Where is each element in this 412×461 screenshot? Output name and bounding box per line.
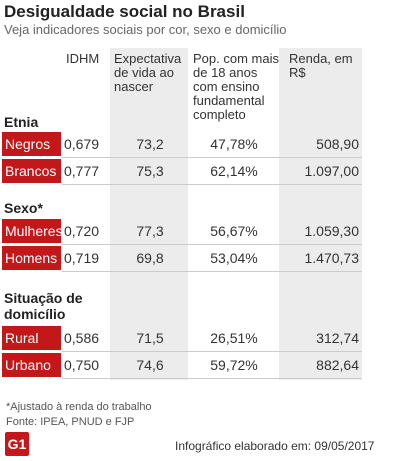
row-label: Urbano [2,353,61,377]
cell: 0,679 [64,136,100,152]
row-divider [62,271,362,272]
footnote: *Ajustado à renda do trabalho [6,401,152,413]
cell: 508,90 [316,136,359,152]
column-shade [110,48,188,380]
cell: 312,74 [316,330,359,346]
row-label: Mulheres [2,219,63,243]
cell: 0,720 [64,223,100,239]
cell: 53,04% [210,250,258,266]
row-label: Rural [2,326,61,350]
section-title: Situação de domicílio [4,290,83,322]
subtitle: Veja indicadores sociais por cor, sexo e… [4,22,287,37]
row-label: Brancos [2,159,61,183]
credit: Infográfico elaborado em: 09/05/2017 [175,439,375,453]
cell: 47,78% [210,136,258,152]
cell: 69,8 [136,250,164,266]
section-title: Sexo* [4,200,43,216]
cell: 0,777 [64,163,100,179]
logo: G1 [5,432,29,456]
cell: 56,67% [210,223,258,239]
row-divider [62,351,362,352]
cell: 882,64 [316,357,359,373]
cell: 1.059,30 [304,223,360,239]
column-shade [279,48,362,380]
cell: 75,3 [136,163,164,179]
cell: 26,51% [210,330,258,346]
cell: 73,2 [136,136,164,152]
row-divider [62,244,362,245]
cell: 1.097,00 [304,163,360,179]
row-label: Homens [2,246,61,270]
section-title: Etnia [4,114,39,130]
title: Desigualdade social no Brasil [4,2,245,21]
cell: 0,586 [64,330,100,346]
cell: 62,14% [210,163,258,179]
cell: 0,719 [64,250,100,266]
column-header: IDHM [66,51,100,66]
cell: 0,750 [64,357,100,373]
row-divider [62,157,362,158]
row-divider [62,378,362,379]
row-divider [62,184,362,185]
column-header: Expectativa de vida ao nascer [114,51,182,94]
row-label: Negros [2,132,61,156]
source: Fonte: IPEA, PNUD e FJP [6,416,135,428]
column-header: Renda, em R$ [289,51,353,80]
cell: 59,72% [210,357,258,373]
column-header: Pop. com mais de 18 anos com ensino fund… [193,51,279,122]
cell: 1.470,73 [304,250,360,266]
cell: 74,6 [136,357,164,373]
cell: 71,5 [136,330,164,346]
cell: 77,3 [136,223,164,239]
